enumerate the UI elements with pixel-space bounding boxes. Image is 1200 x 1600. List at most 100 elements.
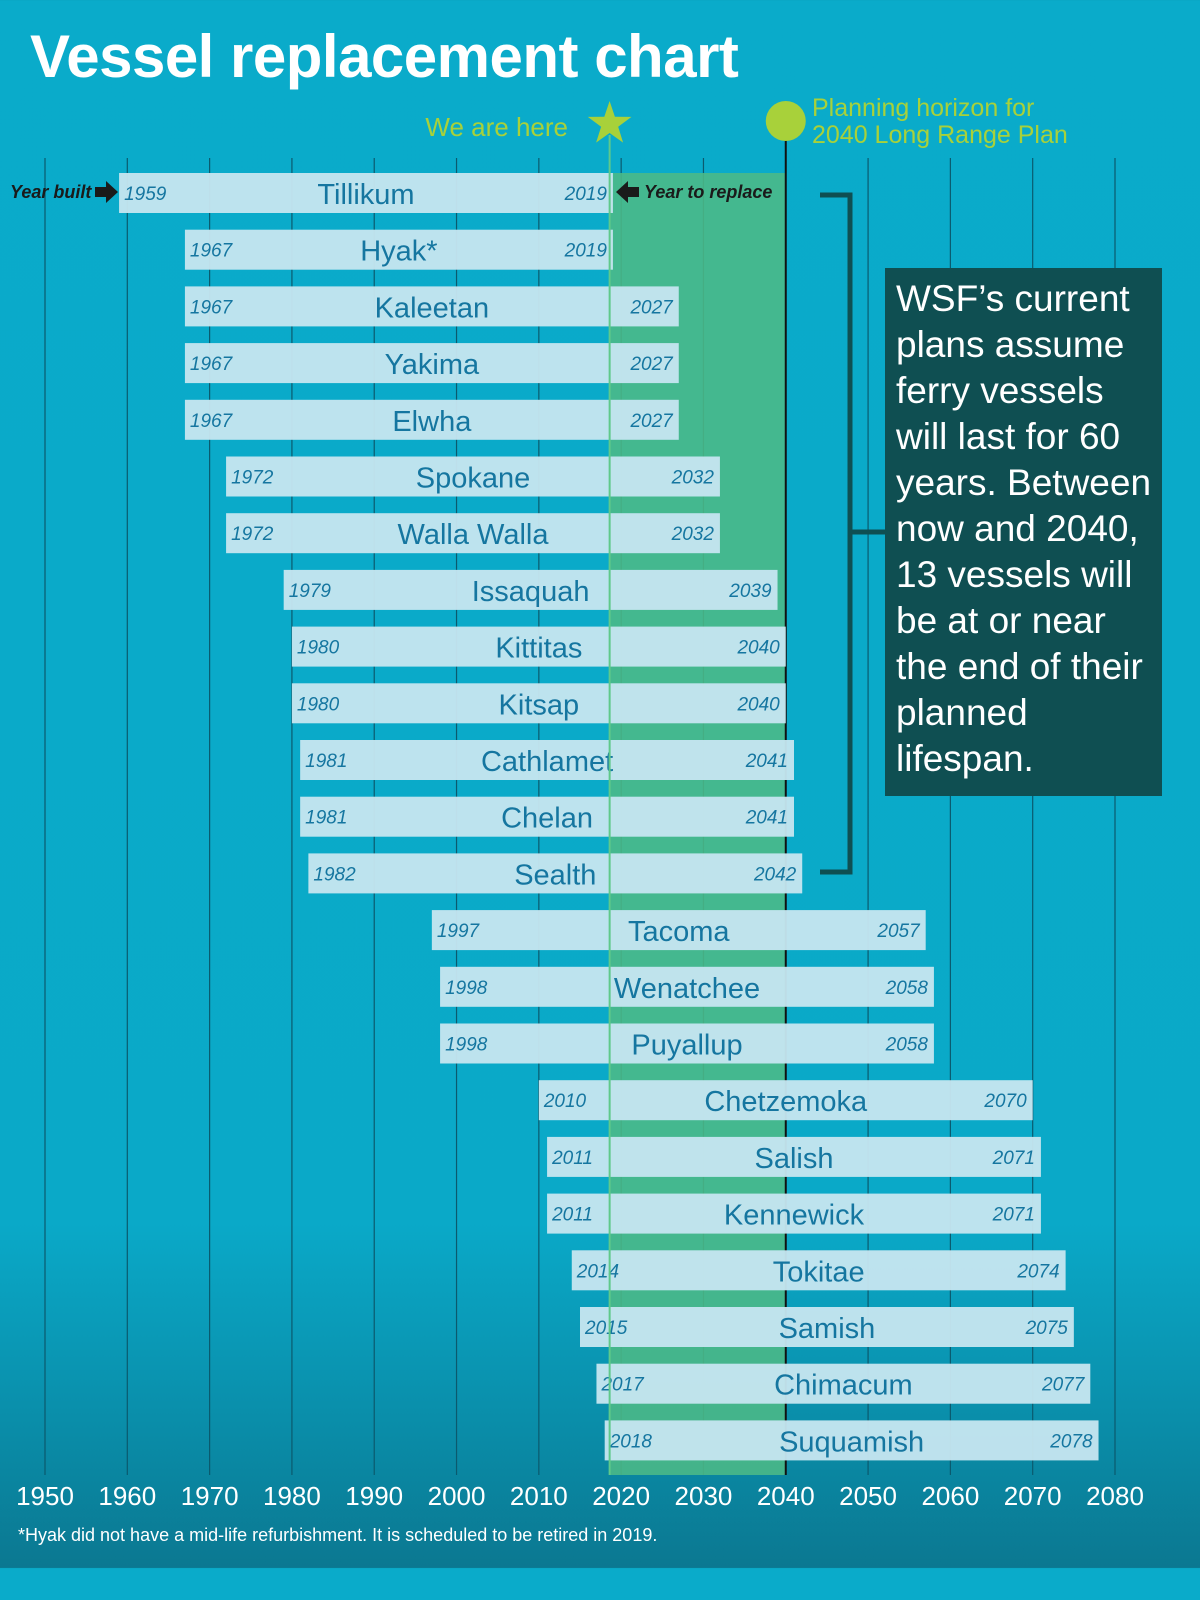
year-replace-label: 2077 (1041, 1375, 1086, 1396)
year-built-label: 1972 (231, 468, 274, 489)
vessel-name: Chetzemoka (704, 1086, 868, 1118)
year-built-label: 2015 (584, 1318, 628, 1339)
vessel-name: Tokitae (773, 1256, 865, 1288)
x-tick-label: 2060 (921, 1481, 979, 1511)
vessel-name: Tacoma (628, 916, 730, 948)
vessel-name: Spokane (416, 463, 531, 495)
arrow-left-icon (616, 181, 639, 203)
vessel-bar (308, 853, 803, 894)
year-replace-label: 2074 (1016, 1261, 1059, 1282)
year-replace-label: 2019 (564, 241, 608, 262)
vessel-bar (604, 1420, 1099, 1461)
year-built-label: 2014 (576, 1261, 619, 1282)
year-replace-label: 2039 (728, 581, 772, 602)
year-built-label: 1980 (297, 694, 340, 715)
vessel-bar (431, 910, 926, 951)
year-replace-label: 2041 (745, 808, 788, 829)
vessel-chart: Tillikum 1959 2019 Hyak* 1967 2019 Kaleetan 196… (10, 94, 1144, 1511)
year-replace-label: 2075 (1025, 1318, 1069, 1339)
vessel-bar (184, 399, 679, 440)
bracket (820, 192, 853, 875)
year-replace-label: 2071 (992, 1148, 1035, 1169)
vessel-name: Samish (779, 1313, 876, 1345)
vessel-name: Sealth (514, 859, 596, 891)
x-tick-label: 1970 (181, 1481, 239, 1511)
vessel-name: Chimacum (774, 1370, 913, 1402)
year-replace-label: 2070 (983, 1091, 1027, 1112)
year-replace-label: 2019 (564, 184, 608, 205)
year-replace-label: 2027 (629, 354, 674, 375)
vessel-bar (184, 286, 679, 327)
we-are-here-label: We are here (425, 112, 568, 142)
vessel-name: Walla Walla (398, 519, 550, 551)
vessel-bar (119, 173, 613, 213)
year-built-label: 1959 (124, 184, 167, 205)
year-built-label: 2011 (551, 1205, 593, 1226)
vessel-name: Suquamish (779, 1426, 924, 1458)
year-built-label: 1972 (231, 524, 274, 545)
vessel-bar (547, 1136, 1041, 1177)
vessel-name: Wenatchee (614, 973, 760, 1005)
year-built-label: 1967 (190, 411, 234, 432)
x-tick-label: 1960 (98, 1481, 156, 1511)
x-tick-label: 1990 (345, 1481, 403, 1511)
x-tick-label: 2000 (428, 1481, 486, 1511)
vessel-name: Tillikum (317, 179, 414, 211)
vessel-bar (580, 1307, 1074, 1347)
year-replace-label: 2032 (671, 524, 715, 545)
circle-icon (765, 101, 806, 141)
year-built-label: 1981 (305, 808, 347, 829)
x-tick-label: 1950 (16, 1481, 74, 1511)
year-built-label: 1982 (313, 864, 356, 885)
vessel-name: Kitsap (499, 689, 580, 721)
vessel-name: Yakima (385, 349, 480, 381)
x-tick-label: 2040 (757, 1481, 815, 1511)
x-tick-label: 2070 (1004, 1481, 1062, 1511)
vessel-bar (440, 966, 934, 1007)
year-replace-label: 2058 (885, 1035, 929, 1056)
year-built-label: 1997 (437, 921, 481, 942)
chart-title: Vessel replacement chart (30, 23, 739, 90)
lifespan-note: WSF’s current plans assume ferry vessels… (885, 268, 1162, 796)
year-replace-label: 2032 (671, 468, 715, 489)
year-replace-label: 2071 (992, 1205, 1035, 1226)
vessel-name: Kittitas (495, 633, 582, 665)
year-replace-label: 2078 (1049, 1431, 1093, 1452)
arrow-right-icon (95, 181, 118, 203)
vessel-bar (300, 740, 794, 780)
vessel-bar (547, 1193, 1041, 1234)
vessel-name: Kaleetan (375, 292, 490, 324)
x-tick-label: 2050 (839, 1481, 897, 1511)
vessel-name: Kennewick (724, 1200, 865, 1232)
year-built-label: 2017 (600, 1375, 645, 1396)
vessel-bar (226, 513, 720, 554)
year-built-label: 2010 (543, 1091, 587, 1112)
vessel-bar (226, 456, 720, 497)
x-tick-label: 2030 (675, 1481, 733, 1511)
year-built-label: 1980 (297, 638, 340, 659)
vessel-bar (184, 229, 613, 270)
year-built-label: 1998 (445, 978, 488, 999)
star-icon (587, 101, 632, 143)
x-tick-label: 1980 (263, 1481, 321, 1511)
year-built-callout: Year built (10, 182, 92, 202)
year-to-replace-callout: Year to replace (644, 182, 772, 202)
vessel-name: Salish (755, 1143, 834, 1175)
vessel-name: Hyak* (360, 236, 437, 268)
vessel-bar (571, 1250, 1066, 1291)
year-built-label: 1967 (190, 354, 234, 375)
year-built-label: 1981 (305, 751, 347, 772)
year-replace-label: 2057 (876, 921, 921, 942)
year-built-label: 2011 (551, 1148, 593, 1169)
vessel-bar (300, 796, 794, 837)
vessel-bar (596, 1363, 1091, 1404)
vessel-bar (283, 569, 778, 610)
year-replace-label: 2027 (629, 297, 674, 318)
x-tick-label: 2080 (1086, 1481, 1144, 1511)
x-tick-label: 2020 (592, 1481, 650, 1511)
year-replace-label: 2040 (736, 694, 780, 715)
year-built-label: 1967 (190, 297, 234, 318)
planning-horizon-label: Planning horizon for (812, 94, 1034, 122)
year-built-label: 1967 (190, 241, 234, 262)
vessel-name: Puyallup (631, 1030, 742, 1062)
